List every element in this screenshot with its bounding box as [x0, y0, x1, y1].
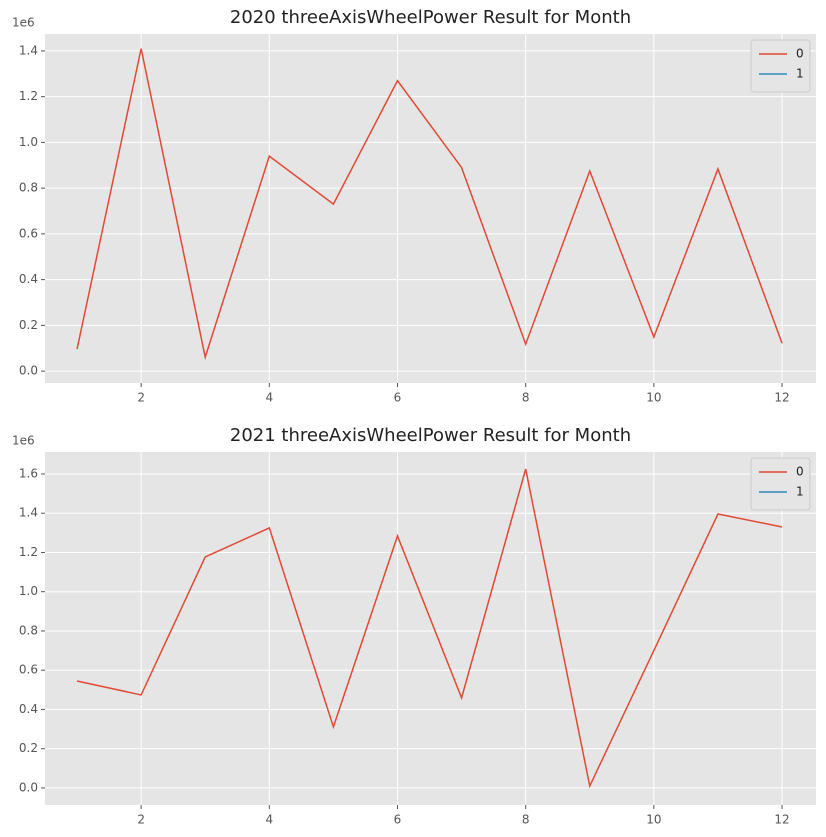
y-tick-label: 1.0	[19, 135, 38, 149]
x-tick-label: 2	[137, 391, 145, 405]
y-tick-label: 0.0	[19, 780, 38, 794]
x-tick-label: 4	[265, 813, 273, 827]
x-tick-label: 6	[394, 813, 402, 827]
y-tick-label: 1.6	[19, 466, 38, 480]
y-tick-label: 0.6	[19, 226, 38, 240]
chart-title: 2020 threeAxisWheelPower Result for Mont…	[230, 7, 631, 28]
x-tick-label: 12	[774, 391, 789, 405]
legend-label: 0	[796, 465, 804, 479]
y-tick-label: 0.8	[19, 181, 38, 195]
y-tick-label: 0.6	[19, 663, 38, 677]
y-tick-label: 1.2	[19, 89, 38, 103]
plot-area	[45, 34, 816, 383]
y-tick-label: 1.0	[19, 584, 38, 598]
data-line	[76, 468, 783, 789]
x-tick-label: 6	[394, 391, 402, 405]
y-tick-label: 0.4	[19, 702, 38, 716]
x-tick-label: 4	[265, 391, 273, 405]
y-tick-label: 1.2	[19, 545, 38, 559]
x-tick-label: 8	[522, 813, 530, 827]
x-tick-label: 10	[646, 813, 661, 827]
offset-label: 1e6	[12, 434, 35, 448]
legend-label: 0	[796, 47, 804, 61]
y-tick-label: 0.4	[19, 272, 38, 286]
offset-label: 1e6	[12, 16, 35, 30]
x-tick-label: 10	[646, 391, 661, 405]
y-tick-label: 1.4	[19, 506, 38, 520]
y-tick-label: 0.0	[19, 364, 38, 378]
y-tick-label: 0.2	[19, 741, 38, 755]
legend-box	[750, 39, 811, 93]
y-tick-label: 0.8	[19, 623, 38, 637]
legend-box	[750, 457, 811, 511]
chart-title: 2021 threeAxisWheelPower Result for Mont…	[230, 425, 631, 446]
x-tick-label: 8	[522, 391, 530, 405]
x-tick-label: 12	[774, 813, 789, 827]
legend-label: 1	[796, 67, 804, 81]
data-line	[76, 48, 783, 361]
y-tick-label: 1.4	[19, 43, 38, 57]
legend-label: 1	[796, 485, 804, 499]
plot-area	[45, 452, 816, 805]
y-tick-label: 0.2	[19, 318, 38, 332]
x-tick-label: 2	[137, 813, 145, 827]
